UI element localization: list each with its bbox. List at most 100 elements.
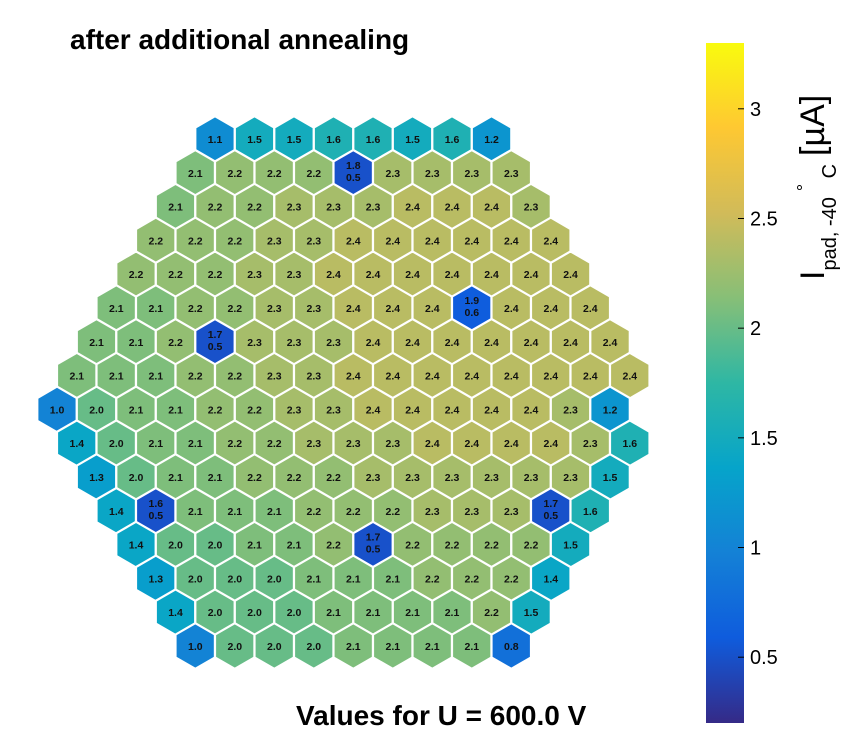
pad-value-label: 2.2 [208, 202, 223, 214]
pad-value-label: 2.0 [267, 573, 282, 585]
pad-value-label: 2.4 [425, 438, 440, 450]
pad-value-label: 2.4 [405, 404, 420, 416]
pad-value-label: 2.1 [188, 506, 203, 518]
pad-value-label: 2.4 [484, 337, 499, 349]
pad-value-label: 1.3 [89, 472, 104, 484]
pad-value-label: 2.0 [109, 438, 124, 450]
pad-value-label: 2.2 [188, 371, 203, 383]
pad-value-label: 2.2 [168, 337, 183, 349]
pad-value-label: 2.2 [227, 168, 242, 180]
pad-value-label: 1.4 [129, 540, 144, 552]
pad-value-label: 1.6 [583, 506, 598, 518]
pad-value-label: 2.0 [227, 641, 242, 653]
pad-secondary-label: 1.6 [148, 498, 163, 510]
pad-value-label: 2.1 [326, 607, 341, 619]
pad-value-label: 2.2 [267, 438, 282, 450]
pad-value-label: 2.3 [306, 303, 321, 315]
pad-value-label: 2.1 [188, 168, 203, 180]
pad-value-label: 2.4 [504, 303, 519, 315]
pad-value-label: 2.1 [306, 573, 321, 585]
pad-value-label: 2.3 [445, 472, 460, 484]
pad-value-label: 2.2 [464, 573, 479, 585]
pad-value-label: 2.0 [188, 573, 203, 585]
pad-value-label: 2.3 [287, 404, 302, 416]
pad-value-label: 2.3 [346, 438, 361, 450]
pad-value-label: 1.6 [622, 438, 637, 450]
pad-value-label: 2.4 [622, 371, 637, 383]
pad-value-label: 2.2 [484, 540, 499, 552]
pad-value-label: 0.8 [504, 641, 519, 653]
pad-value-label: 2.3 [385, 168, 400, 180]
pad-value-label: 2.4 [346, 235, 361, 247]
pad-value-label: 2.3 [583, 438, 598, 450]
pad-value-label: 2.0 [227, 573, 242, 585]
pad-value-label: 2.2 [247, 472, 262, 484]
pad-value-label: 2.3 [326, 337, 341, 349]
pad-value-label: 1.4 [168, 607, 183, 619]
pad-value-label: 2.4 [484, 404, 499, 416]
pad-value-label: 2.2 [445, 540, 460, 552]
pad-value-label: 2.4 [425, 235, 440, 247]
pad-value-label: 2.4 [366, 404, 381, 416]
pad-value-label: 2.2 [306, 168, 321, 180]
pad-secondary-label: 1.8 [346, 160, 361, 172]
colorbar-label: Ipad, -40° C[µA] [794, 95, 841, 280]
pad-value-label: 2.1 [287, 540, 302, 552]
sensor-pad-map: 1.1 1.5 1.5 1.6 1.6 1.5 1.6 1.22.1 2.2 2.2 2.2 0.51… [36, 114, 651, 671]
pad-secondary-label: 1.7 [366, 532, 381, 544]
pad-value-label: 2.2 [405, 540, 420, 552]
pad-value-label: 2.4 [385, 371, 400, 383]
pad-value-label: 1.6 [445, 134, 460, 146]
pad-value-label: 2.4 [484, 269, 499, 281]
pad-value-label: 2.0 [306, 641, 321, 653]
pad-value-label: 1.5 [524, 607, 539, 619]
colorbar-ticks: 0.5 1 1.5 2 2.5 3 [738, 99, 778, 669]
pad-value-label: 2.3 [504, 168, 519, 180]
pad-value-label: 2.4 [445, 337, 460, 349]
pad-value-label: 2.1 [168, 404, 183, 416]
pad-value-label: 2.4 [464, 235, 479, 247]
pad-value-label: 1.0 [50, 404, 65, 416]
pad-value-label: 2.3 [563, 404, 578, 416]
pad-value-label: 2.4 [385, 235, 400, 247]
pad-value-label: 2.2 [227, 371, 242, 383]
pad-value-label: 2.3 [425, 506, 440, 518]
pad-value-label: 2.1 [109, 371, 124, 383]
pad-value-label: 2.0 [267, 641, 282, 653]
pad-value-label: 1.6 [366, 134, 381, 146]
pad-value-label: 2.3 [287, 337, 302, 349]
pad-value-label: 2.4 [583, 371, 598, 383]
pad-value-label: 2.3 [385, 438, 400, 450]
pad-value-label: 2.4 [366, 269, 381, 281]
pad-value-label: 1.3 [148, 573, 163, 585]
pad-value-label: 2.0 [247, 607, 262, 619]
pad-value-label: 1.1 [208, 134, 223, 146]
pad-value-label: 2.1 [129, 337, 144, 349]
pad-value-label: 2.1 [445, 607, 460, 619]
pad-value-label: 2.3 [287, 269, 302, 281]
chart-title: after additional annealing [70, 24, 410, 55]
pad-value-label: 2.4 [524, 337, 539, 349]
pad-secondary-label: 1.9 [464, 295, 479, 307]
pad-value-label: 2.1 [188, 438, 203, 450]
pad-value-label: 2.2 [326, 472, 341, 484]
pad-value-label: 2.4 [484, 202, 499, 214]
pad-value-label: 1.4 [69, 438, 84, 450]
pad-value-label: 2.2 [326, 540, 341, 552]
pad-value-label: 2.2 [267, 168, 282, 180]
colorbar-tick-label: 2 [750, 318, 761, 340]
pad-value-label: 2.0 [287, 607, 302, 619]
pad-value-label: 2.1 [109, 303, 124, 315]
pad-value-label: 2.2 [148, 235, 163, 247]
pad-value-label: 2.3 [366, 472, 381, 484]
pad-value-label: 1.4 [109, 506, 124, 518]
pad-value-label: 0.5 [346, 172, 361, 184]
pad-value-label: 1.5 [405, 134, 420, 146]
colorbar-gradient [706, 43, 744, 723]
pad-value-label: 1.5 [287, 134, 302, 146]
pad-value-label: 2.4 [405, 337, 420, 349]
pad-value-label: 2.3 [247, 269, 262, 281]
pad-value-label: 2.3 [504, 506, 519, 518]
pad-value-label: 2.1 [405, 607, 420, 619]
pad-value-label: 2.3 [563, 472, 578, 484]
